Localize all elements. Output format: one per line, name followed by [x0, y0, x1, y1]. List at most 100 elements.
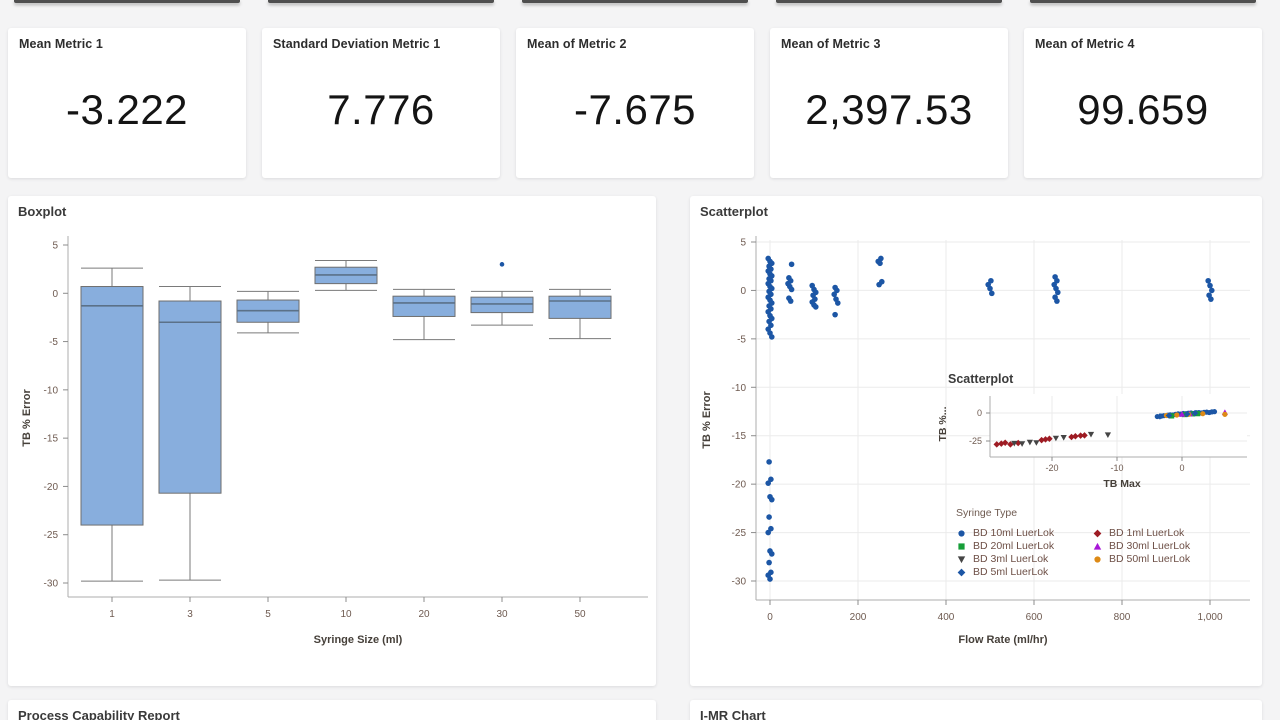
boxplot-plot-area: 50-5-10-15-20-25-301 3 5 10 20 30 50	[44, 236, 648, 620]
legend-item-bd-3ml-luerlok[interactable]: BD 3ml LuerLok	[956, 553, 1066, 565]
inset-series-bd-5ml-luerlok	[1156, 409, 1199, 420]
legend-item-bd-1ml-luerlok[interactable]: BD 1ml LuerLok	[1092, 527, 1190, 539]
circle-icon	[958, 529, 965, 537]
legend-item-label: BD 1ml LuerLok	[1109, 527, 1185, 539]
boxplot-card[interactable]: Boxplot 5 0 -5 -10 -15 -20 -25 -30 1 3 5 10 20 30 50 Sy…	[8, 196, 656, 686]
svg-text:TB % Error: TB % Error	[701, 391, 713, 449]
cutoff-card-bottom	[14, 0, 240, 3]
stat-card-mean-metric-1[interactable]: Mean Metric 1 -3.222	[8, 28, 246, 178]
box-syringe-20	[392, 288, 456, 341]
svg-text:-10: -10	[1110, 463, 1123, 473]
svg-text:0: 0	[977, 408, 982, 418]
svg-text:-30: -30	[44, 578, 59, 589]
diamond-icon	[1093, 529, 1102, 537]
stat-card-label: Mean of Metric 4	[1035, 37, 1135, 51]
svg-text:-5: -5	[49, 337, 58, 348]
imr-chart-card[interactable]: I-MR Chart	[690, 700, 1262, 720]
svg-text:0: 0	[740, 286, 746, 297]
svg-text:0: 0	[767, 612, 773, 623]
svg-text:200: 200	[850, 612, 867, 623]
legend-item-label: BD 10ml LuerLok	[973, 527, 1055, 539]
svg-text:-20: -20	[44, 482, 59, 493]
boxplot-boxes	[80, 259, 612, 582]
box-syringe-10	[314, 259, 378, 291]
svg-text:TB %...: TB %...	[937, 406, 949, 441]
svg-text:-25: -25	[969, 436, 982, 446]
legend-item-label: BD 30ml LuerLok	[1109, 540, 1191, 552]
svg-text:-10: -10	[44, 385, 59, 396]
stat-card-standard-deviation-metric-1[interactable]: Standard Deviation Metric 1 7.776	[262, 28, 500, 178]
svg-text:0: 0	[52, 289, 58, 300]
svg-text:1: 1	[109, 609, 115, 620]
syringe-type-legend: Syringe Type BD 10ml LuerLok BD 20ml Luer…	[956, 507, 1190, 579]
svg-text:400: 400	[938, 612, 955, 623]
stat-card-mean-of-metric-3[interactable]: Mean of Metric 3 2,397.53	[770, 28, 1008, 178]
legend-item-label: BD 5ml LuerLok	[973, 566, 1049, 578]
legend-item-bd-10ml-luerlok[interactable]: BD 10ml LuerLok	[956, 527, 1066, 539]
circle-icon	[1094, 555, 1101, 563]
cutoff-card-bottom	[776, 0, 1002, 3]
legend-item-bd-30ml-luerlok[interactable]: BD 30ml LuerLok	[1092, 540, 1190, 552]
box-syringe-30	[470, 262, 534, 326]
svg-text:-25: -25	[44, 530, 59, 541]
boxplot-card-title: Boxplot	[18, 204, 67, 219]
svg-text:30: 30	[496, 609, 508, 620]
svg-text:0: 0	[1179, 463, 1184, 473]
legend-item-bd-50ml-luerlok[interactable]: BD 50ml LuerLok	[1092, 553, 1190, 565]
svg-text:10: 10	[340, 609, 352, 620]
scatter-card[interactable]: Scatterplot 5 0 -5 -10 -15 -20 -25 -30 0 200 400 60…	[690, 196, 1262, 686]
svg-text:600: 600	[1026, 612, 1043, 623]
stat-card-mean-of-metric-4[interactable]: Mean of Metric 4 99.659	[1024, 28, 1262, 178]
legend-item-label: BD 50ml LuerLok	[1109, 553, 1191, 565]
svg-text:-10: -10	[732, 383, 747, 394]
svg-text:5: 5	[52, 241, 58, 252]
scatter-chart: 5 0 -5 -10 -15 -20 -25 -30 0 200 400 600 800 1,000 Flo…	[701, 236, 1250, 646]
svg-text:-30: -30	[732, 577, 747, 588]
svg-text:-20: -20	[732, 480, 747, 491]
stat-card-label: Mean Metric 1	[19, 37, 103, 51]
svg-text:3: 3	[187, 609, 193, 620]
box-syringe-3	[158, 286, 222, 581]
svg-text:-5: -5	[737, 334, 746, 345]
inset-scatterplot-title: Scatterplot	[948, 372, 1014, 386]
svg-text:1,000: 1,000	[1197, 612, 1222, 623]
inset-scatter-plot-area: 0 -25 -20 -10 0	[969, 394, 1247, 473]
svg-text:-15: -15	[732, 431, 747, 442]
diamond-icon	[957, 568, 966, 576]
cutoff-card-bottom	[1030, 0, 1256, 3]
legend-item-label: BD 3ml LuerLok	[973, 553, 1049, 565]
stat-card-value: -3.222	[65, 86, 189, 133]
svg-text:5: 5	[265, 609, 271, 620]
box-syringe-5	[236, 290, 300, 334]
scatter-card-title: Scatterplot	[700, 204, 768, 219]
stat-card-mean-of-metric-2[interactable]: Mean of Metric 2 -7.675	[516, 28, 754, 178]
legend-title: Syringe Type	[956, 507, 1018, 519]
stat-card-value: 99.659	[1077, 86, 1209, 133]
process-capability-card[interactable]: Process Capability Report	[8, 700, 656, 720]
stat-card-label: Mean of Metric 2	[527, 37, 627, 51]
stat-card-label: Mean of Metric 3	[781, 37, 881, 51]
svg-text:5: 5	[740, 238, 746, 249]
inset-series-bd-1ml-luerlok	[993, 432, 1088, 448]
stat-card-label: Standard Deviation Metric 1	[273, 37, 441, 51]
inset-series-bd-3ml-luerlok	[1011, 431, 1112, 447]
imr-chart-title: I-MR Chart	[700, 708, 766, 720]
svg-text:-25: -25	[732, 528, 747, 539]
legend-item-bd-20ml-luerlok[interactable]: BD 20ml LuerLok	[956, 540, 1066, 552]
svg-text:TB Max: TB Max	[1103, 478, 1141, 490]
scatter-points	[765, 255, 1215, 582]
cutoff-card-bottom	[522, 0, 748, 3]
legend-item-bd-5ml-luerlok[interactable]: BD 5ml LuerLok	[956, 566, 1066, 578]
process-capability-title: Process Capability Report	[18, 708, 180, 720]
stat-card-value: -7.675	[573, 86, 697, 133]
stat-card-value: 7.776	[327, 86, 435, 133]
triangle-down-icon	[957, 555, 966, 563]
svg-text:50: 50	[574, 609, 586, 620]
legend-item-label: BD 20ml LuerLok	[973, 540, 1055, 552]
box-syringe-1	[80, 267, 144, 582]
svg-text:20: 20	[418, 609, 430, 620]
svg-text:TB % Error: TB % Error	[21, 389, 33, 447]
svg-text:-20: -20	[1045, 463, 1058, 473]
